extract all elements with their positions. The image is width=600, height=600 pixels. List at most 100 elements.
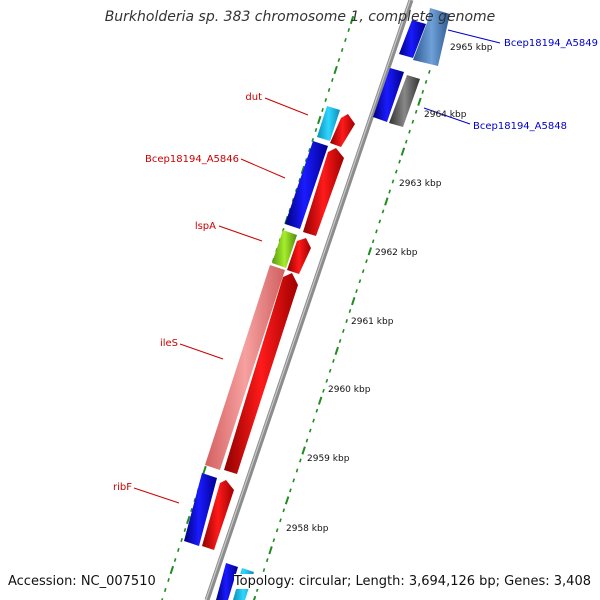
gene-iles-partner[interactable]: [224, 273, 298, 474]
minor-tick: [183, 528, 187, 532]
minor-tick: [304, 158, 308, 162]
minor-tick: [321, 108, 324, 112]
minor-tick: [371, 239, 375, 244]
minor-tick: [331, 78, 334, 82]
outer-lane-genes: [373, 8, 450, 127]
ruler-label: 2960 kbp: [328, 385, 371, 395]
gene-lspa-partner[interactable]: [287, 238, 311, 274]
leader-bcep18194-a5846: [240, 158, 286, 179]
major-tick: [169, 565, 175, 575]
major-tick: [317, 115, 322, 125]
minor-tick: [328, 368, 332, 373]
ruler-labels: 2965 kbp 2964 kbp 2963 kbp 2962 kbp 2961…: [286, 43, 493, 534]
leader-dut: [264, 97, 309, 116]
minor-tick: [177, 548, 180, 552]
minor-tick: [421, 89, 425, 94]
minor-tick: [167, 578, 170, 582]
minor-tick: [411, 119, 415, 124]
minor-tick: [272, 538, 276, 543]
major-tick: [252, 595, 257, 600]
minor-tick: [275, 528, 279, 533]
major-tick: [284, 496, 290, 505]
minor-tick: [282, 508, 286, 513]
major-tick: [202, 465, 207, 475]
ruler-label: 2961 kbp: [351, 317, 394, 327]
gene-ribf-partner[interactable]: [202, 480, 234, 550]
major-tick: [300, 165, 306, 175]
minor-tick: [358, 279, 362, 284]
major-tick: [317, 396, 323, 405]
gene-ribf[interactable]: [184, 473, 217, 546]
minor-tick: [262, 568, 266, 573]
minor-tick: [173, 558, 177, 562]
leader-lspa: [218, 225, 263, 242]
minor-tick: [342, 329, 345, 333]
minor-tick: [312, 418, 315, 423]
leader-ribf: [133, 487, 180, 504]
gene-lspa[interactable]: [272, 230, 297, 268]
ruler-label: 2958 kbp: [286, 524, 329, 534]
minor-tick: [347, 28, 351, 32]
gene-lower-blue[interactable]: [216, 563, 238, 600]
minor-tick: [292, 478, 296, 483]
gene-label-dut[interactable]: dut: [245, 92, 262, 103]
minor-tick: [314, 128, 318, 132]
ruler-label: 2965 kbp: [450, 43, 493, 53]
major-tick: [400, 147, 406, 156]
gene-bcep18194-a5849[interactable]: [413, 8, 450, 66]
gene-label-iles[interactable]: ileS: [160, 338, 178, 349]
minor-tick: [295, 468, 299, 473]
gene-bcep18194-a5846[interactable]: [285, 141, 328, 229]
minor-tick: [344, 38, 347, 42]
gene-labels: dut Bcep18194_A5846 lspA ileS ribF Bcep1…: [113, 38, 598, 493]
ruler-label: 2964 kbp: [424, 110, 467, 120]
minor-tick: [193, 498, 197, 502]
minor-tick: [294, 188, 298, 192]
minor-tick: [355, 289, 358, 294]
major-tick: [384, 197, 389, 206]
chromosome-backbone: [204, 0, 414, 600]
gene-iles[interactable]: [205, 265, 285, 470]
minor-tick: [325, 378, 329, 383]
gene-dut[interactable]: [317, 106, 340, 141]
gene-label-lspa[interactable]: lspA: [195, 221, 216, 232]
minor-tick: [332, 358, 335, 363]
major-tick: [417, 97, 422, 106]
leader-bcep18194-a5849: [447, 29, 501, 44]
gene-bcep18194-a5848-blue[interactable]: [373, 68, 404, 122]
gene-dut-partner[interactable]: [330, 114, 355, 147]
gene-label-bcep18194-a5849[interactable]: Bcep18194_A5849: [504, 38, 598, 49]
topology-label: Topology: circular; Length: 3,694,126 bp…: [233, 574, 591, 589]
gene-top-blue[interactable]: [399, 20, 426, 58]
minor-tick: [305, 438, 309, 443]
gene-label-ribf[interactable]: ribF: [113, 482, 132, 493]
minor-tick: [298, 178, 301, 182]
gene-a5846-partner[interactable]: [303, 148, 344, 236]
minor-tick: [408, 129, 411, 134]
minor-tick: [365, 259, 368, 264]
accession-label: Accession: NC_007510: [8, 574, 156, 589]
ruler-label: 2962 kbp: [375, 248, 418, 258]
reverse-strand-genes: [184, 106, 340, 600]
minor-tick: [414, 109, 418, 114]
gene-bcep18194-a5848[interactable]: [389, 75, 420, 127]
leader-bcep18194-a5848: [423, 107, 471, 125]
major-tick: [268, 546, 273, 555]
minor-tick: [424, 79, 428, 84]
minor-tick: [289, 488, 292, 493]
minor-tick: [161, 598, 164, 600]
major-tick: [367, 247, 373, 256]
minor-tick: [190, 508, 193, 512]
major-tick: [351, 296, 356, 306]
minor-tick: [299, 458, 302, 463]
minor-tick: [163, 588, 167, 592]
gene-label-bcep18194-a5846[interactable]: Bcep18194_A5846: [145, 154, 239, 165]
minor-tick: [340, 48, 344, 52]
chromosome-backbone-highlight: [205, 0, 411, 600]
major-tick: [186, 515, 191, 525]
gene-label-bcep18194-a5848[interactable]: Bcep18194_A5848: [473, 121, 567, 132]
minor-tick: [279, 518, 282, 523]
minor-tick: [388, 189, 391, 194]
major-tick: [333, 65, 338, 75]
